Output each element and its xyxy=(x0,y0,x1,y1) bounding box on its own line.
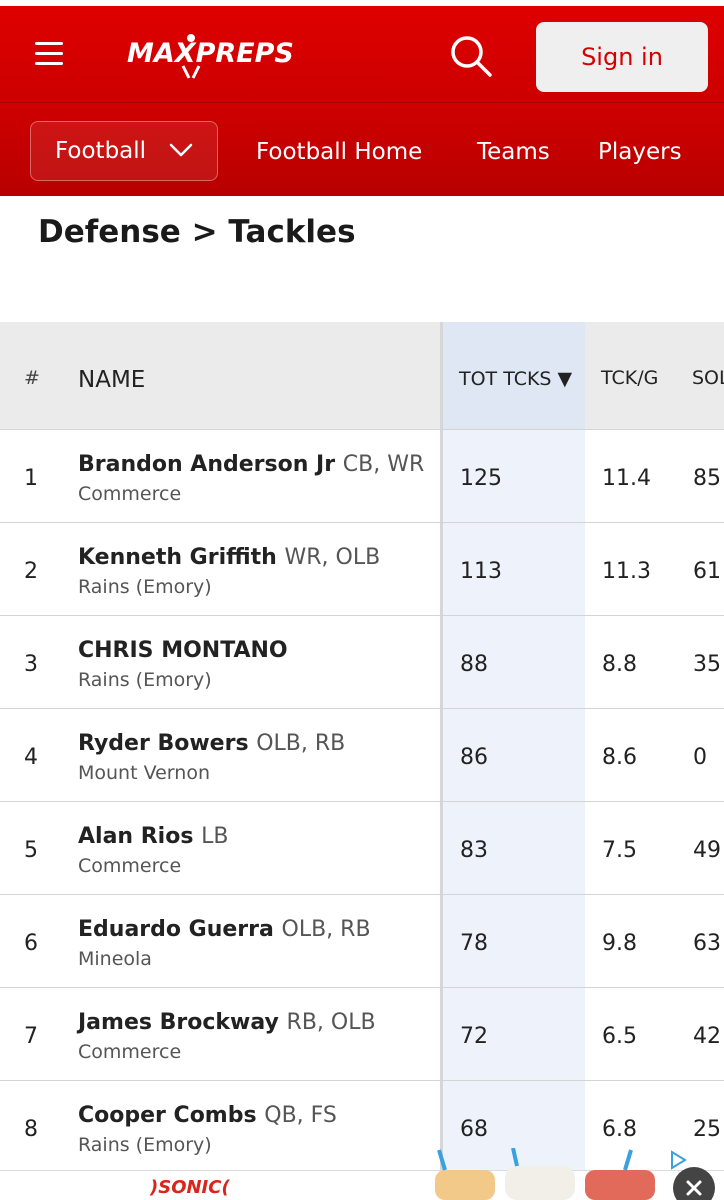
total-tackles-value: 78 xyxy=(460,931,488,956)
player-name-link[interactable]: CHRIS MONTANO xyxy=(78,638,288,663)
total-tackles-value: 125 xyxy=(460,466,502,491)
solo-tackles-value: 25 xyxy=(693,1117,721,1142)
sign-in-button[interactable]: Sign in xyxy=(536,22,708,92)
solo-tackles-value: 61 xyxy=(693,559,721,584)
player-name: CHRIS MONTANO xyxy=(78,638,288,663)
player-name-link[interactable]: Eduardo Guerra OLB, RB xyxy=(78,917,371,942)
player-name: Ryder Bowers xyxy=(78,731,249,756)
row-rank: 3 xyxy=(24,652,38,677)
top-header: MAXPREPS Sign in xyxy=(0,0,724,102)
column-header-tot-tcks[interactable]: TOT TCKS ▼ xyxy=(443,322,585,429)
maxpreps-logo[interactable]: MAXPREPS xyxy=(125,26,295,80)
status-strip xyxy=(0,0,724,6)
ad-close-icon[interactable] xyxy=(673,1167,715,1200)
column-header-rank: # xyxy=(24,367,40,389)
player-name-link[interactable]: Kenneth Griffith WR, OLB xyxy=(78,545,380,570)
tackles-per-game-value: 9.8 xyxy=(602,931,637,956)
player-name: Cooper Combs xyxy=(78,1103,257,1128)
player-positions: QB, FS xyxy=(264,1103,337,1128)
player-name: Alan Rios xyxy=(78,824,194,849)
player-school[interactable]: Mineola xyxy=(78,948,152,970)
column-header-name[interactable]: NAME xyxy=(78,367,146,393)
column-header-tot-tcks-label: TOT TCKS ▼ xyxy=(459,368,573,390)
sport-selector-label: Football xyxy=(55,138,147,164)
sport-selector[interactable]: Football xyxy=(30,121,218,181)
player-school[interactable]: Commerce xyxy=(78,855,182,877)
player-name: Kenneth Griffith xyxy=(78,545,277,570)
row-rank: 4 xyxy=(24,745,38,770)
ad-drinks-image[interactable] xyxy=(425,1148,665,1200)
total-tackles-value: 88 xyxy=(460,652,488,677)
table-row[interactable]: 5 Alan Rios LB Commerce 83 7.5 49 xyxy=(0,801,724,894)
search-icon[interactable] xyxy=(449,34,493,78)
ad-brand-logo: )SONIC( xyxy=(150,1177,230,1198)
nav-players[interactable]: Players xyxy=(598,139,682,165)
total-tackles-value: 86 xyxy=(460,745,488,770)
player-name-link[interactable]: James Brockway RB, OLB xyxy=(78,1010,376,1035)
total-tackles-value: 68 xyxy=(460,1117,488,1142)
player-school[interactable]: Commerce xyxy=(78,483,182,505)
player-school[interactable]: Commerce xyxy=(78,1041,182,1063)
chevron-down-icon xyxy=(169,143,193,157)
tackles-per-game-value: 6.8 xyxy=(602,1117,637,1142)
player-school[interactable]: Rains (Emory) xyxy=(78,1134,212,1156)
solo-tackles-value: 42 xyxy=(693,1024,721,1049)
row-rank: 5 xyxy=(24,838,38,863)
player-positions: WR, OLB xyxy=(284,545,381,570)
svg-text:MAXPREPS: MAXPREPS xyxy=(127,38,294,69)
row-rank: 8 xyxy=(24,1117,38,1142)
player-positions: CB, WR xyxy=(342,452,425,477)
column-divider xyxy=(440,322,443,1200)
hamburger-menu-icon[interactable] xyxy=(35,42,63,66)
player-name: Eduardo Guerra xyxy=(78,917,274,942)
total-tackles-value: 113 xyxy=(460,559,502,584)
nav-teams[interactable]: Teams xyxy=(477,139,550,165)
player-name-link[interactable]: Cooper Combs QB, FS xyxy=(78,1103,337,1128)
table-row[interactable]: 7 James Brockway RB, OLB Commerce 72 6.5 42 xyxy=(0,987,724,1080)
tackles-per-game-value: 11.3 xyxy=(602,559,651,584)
solo-tackles-value: 63 xyxy=(693,931,721,956)
solo-tackles-value: 49 xyxy=(693,838,721,863)
sport-subnav: Football Football Home Teams Players xyxy=(0,102,724,196)
column-header-tck-per-game[interactable]: TCK/G xyxy=(601,367,659,389)
tackles-per-game-value: 8.8 xyxy=(602,652,637,677)
player-positions: OLB, RB xyxy=(256,731,346,756)
player-name-link[interactable]: Brandon Anderson Jr CB, WR xyxy=(78,452,424,477)
table-row[interactable]: 6 Eduardo Guerra OLB, RB Mineola 78 9.8 63 xyxy=(0,894,724,987)
player-name: Brandon Anderson Jr xyxy=(78,452,336,477)
player-positions: RB, OLB xyxy=(286,1010,376,1035)
table-row[interactable]: 1 Brandon Anderson Jr CB, WR Commerce 125 11… xyxy=(0,429,724,522)
tackles-per-game-value: 6.5 xyxy=(602,1024,637,1049)
column-header-solo[interactable]: SOLO xyxy=(692,367,724,389)
table-row[interactable]: 3 CHRIS MONTANO Rains (Emory) 88 8.8 35 xyxy=(0,615,724,708)
sorted-column-highlight xyxy=(443,429,585,1200)
table-header: # NAME TOT TCKS ▼ TCK/G SOLO xyxy=(0,322,724,429)
player-name: James Brockway xyxy=(78,1010,279,1035)
row-rank: 2 xyxy=(24,559,38,584)
ad-choices-icon[interactable] xyxy=(668,1150,688,1170)
nav-football-home[interactable]: Football Home xyxy=(256,139,423,165)
row-rank: 1 xyxy=(24,466,38,491)
total-tackles-value: 83 xyxy=(460,838,488,863)
player-positions: OLB, RB xyxy=(281,917,371,942)
tackles-per-game-value: 11.4 xyxy=(602,466,651,491)
solo-tackles-value: 35 xyxy=(693,652,721,677)
tackles-per-game-value: 8.6 xyxy=(602,745,637,770)
player-school[interactable]: Rains (Emory) xyxy=(78,669,212,691)
player-school[interactable]: Mount Vernon xyxy=(78,762,210,784)
solo-tackles-value: 85 xyxy=(693,466,721,491)
table-row[interactable]: 8 Cooper Combs QB, FS Rains (Emory) 68 6.8 25 xyxy=(0,1080,724,1173)
page-title: Defense > Tackles xyxy=(38,214,356,250)
player-name-link[interactable]: Ryder Bowers OLB, RB xyxy=(78,731,345,756)
table-row[interactable]: 2 Kenneth Griffith WR, OLB Rains (Emory) 11… xyxy=(0,522,724,615)
table-row[interactable]: 4 Ryder Bowers OLB, RB Mount Vernon 86 8.6 0 xyxy=(0,708,724,801)
tackles-per-game-value: 7.5 xyxy=(602,838,637,863)
row-rank: 7 xyxy=(24,1024,38,1049)
solo-tackles-value: 0 xyxy=(693,745,707,770)
player-name-link[interactable]: Alan Rios LB xyxy=(78,824,228,849)
row-rank: 6 xyxy=(24,931,38,956)
player-school[interactable]: Rains (Emory) xyxy=(78,576,212,598)
player-positions: LB xyxy=(201,824,229,849)
total-tackles-value: 72 xyxy=(460,1024,488,1049)
